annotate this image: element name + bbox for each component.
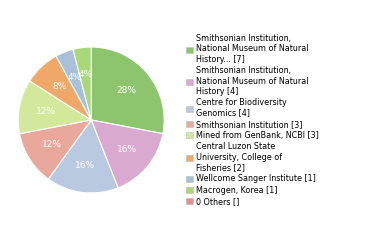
Wedge shape: [30, 56, 91, 120]
Legend: Smithsonian Institution,
National Museum of Natural
History... [7], Smithsonian : Smithsonian Institution, National Museum…: [186, 34, 319, 206]
Wedge shape: [18, 81, 91, 134]
Text: 16%: 16%: [117, 145, 137, 154]
Wedge shape: [91, 120, 163, 188]
Text: 4%: 4%: [67, 73, 81, 82]
Text: 12%: 12%: [36, 107, 56, 116]
Wedge shape: [56, 49, 91, 120]
Text: 4%: 4%: [78, 70, 93, 79]
Wedge shape: [73, 47, 91, 120]
Text: 16%: 16%: [75, 161, 95, 170]
Wedge shape: [48, 120, 118, 193]
Wedge shape: [91, 47, 164, 134]
Text: 12%: 12%: [43, 140, 62, 149]
Wedge shape: [19, 120, 91, 179]
Text: 28%: 28%: [117, 86, 137, 95]
Text: 8%: 8%: [52, 82, 67, 91]
